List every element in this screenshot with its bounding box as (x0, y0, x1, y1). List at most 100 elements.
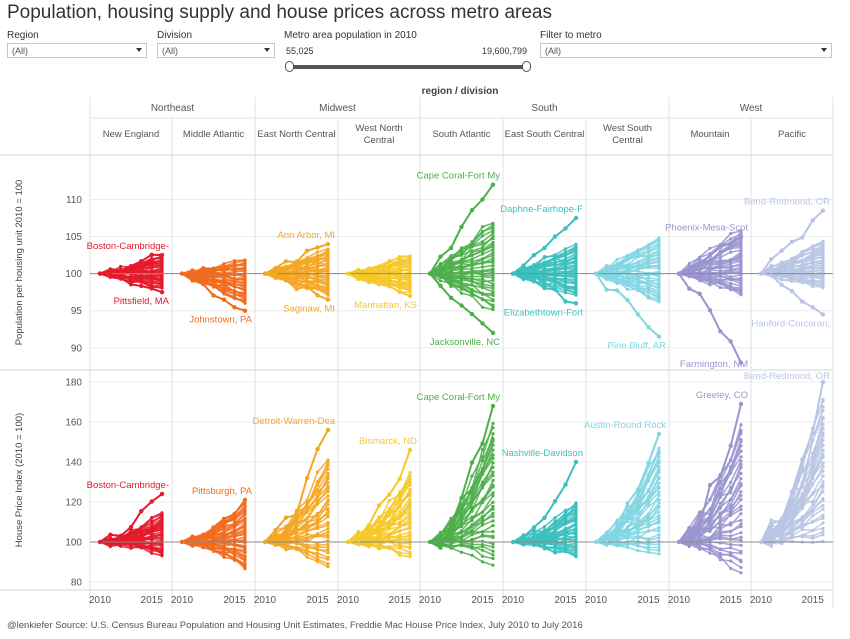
population-slider-min-handle[interactable] (285, 61, 294, 72)
series-point (718, 558, 722, 562)
region-header-south: South (531, 103, 557, 114)
series-point (708, 497, 712, 501)
series-point (480, 240, 485, 244)
series-point (449, 529, 453, 533)
series-point (780, 263, 784, 267)
series-point (491, 500, 495, 504)
series-point (821, 258, 825, 262)
series-point (811, 247, 815, 251)
series-point (150, 519, 154, 523)
series-point (459, 529, 464, 533)
series-point (294, 282, 299, 286)
series-point (800, 251, 804, 255)
series-point (625, 279, 630, 283)
series-point (108, 538, 112, 542)
series-point (480, 486, 485, 490)
series-point (305, 550, 309, 554)
y-tick-label: 160 (65, 418, 82, 429)
series-point (491, 556, 495, 561)
series-point (811, 499, 815, 504)
series-point (408, 537, 412, 541)
series-point (811, 519, 815, 523)
series-point (377, 524, 381, 528)
series-point (315, 275, 320, 279)
series-point (811, 477, 815, 481)
series-point (222, 533, 226, 537)
series-point (646, 529, 651, 533)
series-point (480, 480, 485, 484)
series-point (480, 500, 485, 505)
series-point (739, 229, 743, 233)
series-point (563, 270, 568, 274)
series-point (821, 480, 825, 484)
series-point (657, 526, 661, 530)
series-point (780, 270, 784, 274)
series-point (615, 258, 619, 262)
series-point (698, 510, 702, 514)
series-point (615, 273, 619, 277)
series-point (315, 277, 320, 281)
series-point (657, 552, 661, 556)
series-point (243, 258, 247, 262)
series-point (553, 516, 557, 520)
series-point (800, 525, 804, 529)
series-point (718, 506, 722, 510)
series-point (604, 543, 609, 547)
region-dropdown[interactable]: (All) (7, 43, 147, 58)
series-point (636, 536, 640, 540)
division-header-line: East South Central (505, 129, 585, 140)
series-point (491, 303, 495, 307)
series-point (542, 278, 547, 282)
series-point (636, 273, 640, 277)
series-point (305, 536, 309, 540)
series-point (553, 521, 557, 525)
division-dropdown[interactable]: (All) (157, 43, 275, 58)
series-point (729, 250, 733, 254)
series-point (491, 483, 495, 487)
series-point (532, 538, 536, 542)
division-header-line: Pacific (778, 129, 806, 140)
series-point (491, 278, 495, 282)
series-point (294, 270, 299, 274)
series-point (604, 264, 609, 268)
series-point (604, 267, 609, 271)
series-point (232, 292, 237, 296)
series-point (305, 276, 309, 280)
series-point (377, 532, 381, 536)
series-point (563, 281, 568, 285)
series-point (821, 397, 825, 401)
series-point (698, 258, 702, 262)
column-header-label: region / division (422, 86, 499, 97)
series-point (718, 494, 722, 499)
population-slider-track[interactable] (289, 65, 526, 69)
series-point (491, 264, 495, 268)
series-point (387, 507, 391, 511)
series-point (636, 282, 640, 286)
series-point (315, 262, 320, 266)
series-point (491, 473, 495, 478)
series-point (480, 284, 485, 288)
series-point (800, 493, 804, 497)
series-point (408, 555, 412, 559)
population-slider-max-handle[interactable] (522, 61, 531, 72)
series-point (821, 539, 825, 543)
series-point (232, 261, 237, 265)
series-point (232, 529, 237, 533)
series-point (729, 503, 733, 507)
series-point (438, 279, 443, 283)
series-point (459, 281, 464, 285)
series-point (563, 257, 568, 261)
series-point (718, 525, 722, 529)
series-point (687, 534, 691, 538)
series-point (563, 511, 568, 515)
series-point (739, 276, 743, 280)
series-point (646, 290, 651, 295)
series-point (305, 543, 309, 547)
series-point (305, 532, 309, 536)
series-point (398, 533, 402, 537)
series-point (459, 541, 464, 545)
series-point (636, 549, 640, 553)
series-point (657, 490, 661, 494)
metro-dropdown[interactable]: (All) (540, 43, 832, 58)
